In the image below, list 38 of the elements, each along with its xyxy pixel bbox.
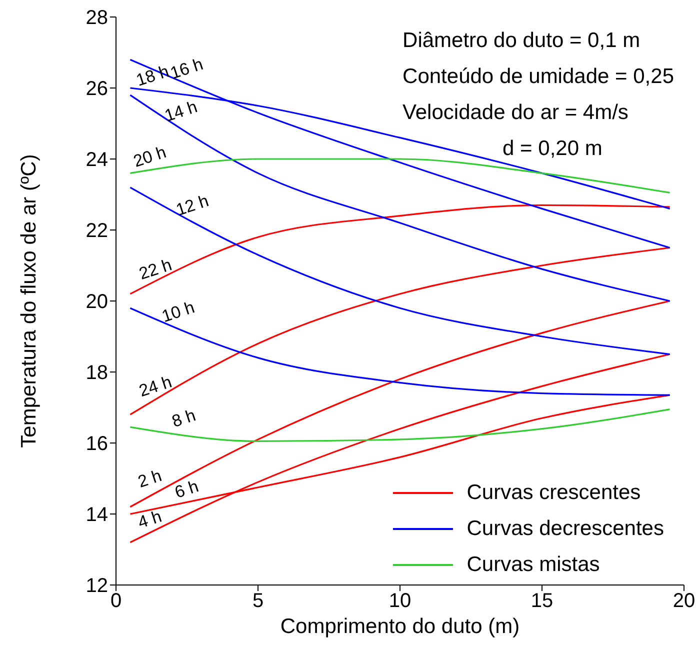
line-series xyxy=(129,94,671,302)
annotation: 22 h xyxy=(136,255,174,284)
x-tick-label: 15 xyxy=(530,590,554,612)
annotation: 8 h xyxy=(170,406,198,432)
y-tick-label: 18 xyxy=(86,362,108,384)
annotation: 20 h xyxy=(131,142,168,171)
x-tick-label: 10 xyxy=(388,590,412,612)
annotation: Diâmetro do duto = 0,1 m xyxy=(402,28,642,54)
annotation: Conteúdo de umidade = 0,25 xyxy=(402,64,674,90)
y-tick-label: 24 xyxy=(86,149,108,172)
x-tick-label: 5 xyxy=(252,590,264,612)
annotation: 2 h xyxy=(136,466,164,492)
annotation: 4 h xyxy=(136,506,164,532)
y-tick-label: 14 xyxy=(86,504,108,526)
y-tick-label: 22 xyxy=(86,220,108,242)
y-tick-label: 28 xyxy=(86,7,108,30)
y-tick-label: 16 xyxy=(86,433,108,456)
legend-label: Curvas decrescentes xyxy=(466,517,664,541)
annotation: 6 h xyxy=(172,476,201,502)
legend-label: Curvas mistas xyxy=(466,553,600,577)
y-tick-label: 20 xyxy=(86,291,108,314)
x-axis-title: Comprimento do duto (m) xyxy=(280,615,520,638)
y-axis-title: Temperatura do fluxo de ar (ºC) xyxy=(17,154,40,448)
y-tick-label: 12 xyxy=(86,575,108,598)
annotation: 10 h xyxy=(159,298,197,326)
line-series xyxy=(129,186,671,356)
annotation: d = 0,20 m xyxy=(502,136,604,162)
line-series xyxy=(129,408,671,442)
x-tick-label: 20 xyxy=(672,590,696,612)
legend-label: Curvas crescentes xyxy=(466,481,641,505)
annotation: 12 h xyxy=(174,191,212,220)
line-series xyxy=(129,353,671,544)
line-series xyxy=(129,300,671,508)
annotation: 14 h xyxy=(162,97,200,126)
annotation: 24 h xyxy=(136,372,174,401)
x-tick-label: 0 xyxy=(110,590,122,612)
annotation: Velocidade do ar = 4m/s xyxy=(402,100,630,126)
y-tick-label: 26 xyxy=(86,78,108,100)
